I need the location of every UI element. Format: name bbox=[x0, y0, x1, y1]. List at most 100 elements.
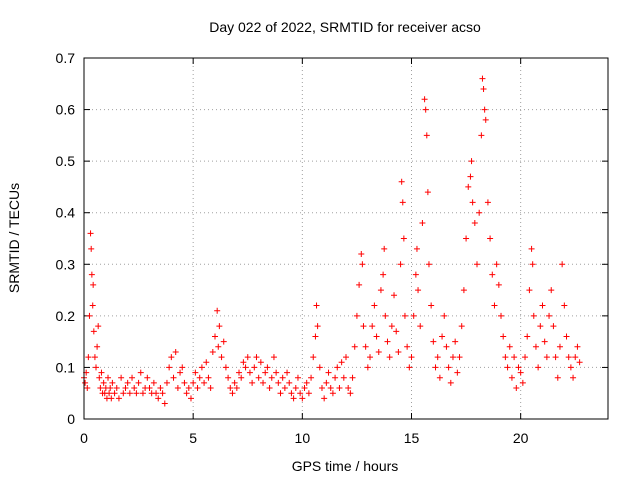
data-point bbox=[506, 343, 513, 350]
data-point bbox=[336, 385, 343, 392]
data-point bbox=[170, 374, 177, 381]
data-point bbox=[404, 343, 411, 350]
data-point bbox=[447, 379, 454, 386]
data-point bbox=[314, 323, 321, 330]
data-point bbox=[270, 354, 277, 361]
data-point bbox=[345, 385, 352, 392]
data-point bbox=[419, 220, 426, 227]
data-point bbox=[88, 271, 95, 278]
data-point bbox=[498, 312, 505, 319]
data-point bbox=[478, 132, 485, 139]
data-point bbox=[381, 245, 388, 252]
data-point bbox=[244, 354, 251, 361]
data-point bbox=[215, 343, 222, 350]
data-point bbox=[90, 281, 97, 288]
data-point bbox=[238, 374, 245, 381]
data-point bbox=[325, 369, 332, 376]
data-point bbox=[441, 312, 448, 319]
data-point bbox=[275, 379, 282, 386]
data-point bbox=[279, 374, 286, 381]
data-point bbox=[526, 287, 533, 294]
plot-frame bbox=[83, 57, 609, 420]
data-point bbox=[391, 292, 398, 299]
data-point bbox=[212, 333, 218, 340]
data-point bbox=[530, 312, 537, 319]
data-point bbox=[277, 390, 284, 397]
data-point bbox=[479, 75, 486, 82]
data-point bbox=[172, 348, 179, 355]
data-point bbox=[487, 235, 494, 242]
data-point bbox=[334, 364, 341, 371]
data-point bbox=[561, 302, 568, 309]
data-point bbox=[439, 333, 446, 340]
data-point bbox=[318, 385, 325, 392]
data-point bbox=[153, 390, 160, 397]
data-point bbox=[168, 354, 175, 361]
data-point bbox=[471, 220, 478, 227]
data-point bbox=[406, 364, 413, 371]
data-point bbox=[436, 374, 443, 381]
data-point bbox=[157, 385, 164, 392]
data-point bbox=[137, 369, 144, 376]
data-point bbox=[400, 235, 407, 242]
data-point bbox=[351, 343, 358, 350]
data-point bbox=[108, 395, 115, 402]
data-point bbox=[97, 385, 104, 392]
data-point bbox=[399, 199, 406, 206]
data-point bbox=[227, 385, 234, 392]
data-point bbox=[82, 379, 89, 386]
data-point bbox=[484, 199, 491, 206]
data-point bbox=[528, 245, 535, 252]
data-point bbox=[294, 374, 301, 381]
data-point bbox=[231, 379, 238, 386]
data-point bbox=[428, 302, 435, 309]
data-point bbox=[546, 312, 553, 319]
data-point bbox=[242, 364, 249, 371]
data-point bbox=[89, 302, 96, 309]
data-point bbox=[159, 390, 166, 397]
data-point bbox=[369, 323, 376, 330]
data-point bbox=[410, 312, 417, 319]
data-point bbox=[476, 209, 483, 216]
data-point bbox=[255, 374, 262, 381]
data-point bbox=[467, 173, 474, 180]
data-point bbox=[122, 385, 129, 392]
data-point bbox=[537, 323, 544, 330]
data-point bbox=[511, 354, 518, 361]
data-point bbox=[482, 116, 489, 123]
data-point bbox=[86, 312, 93, 319]
data-point bbox=[432, 364, 439, 371]
y-tick-label: 0.5 bbox=[56, 153, 76, 169]
data-point bbox=[554, 374, 561, 381]
data-point bbox=[303, 379, 310, 386]
data-point bbox=[281, 385, 288, 392]
data-point bbox=[329, 390, 336, 397]
data-point bbox=[375, 348, 382, 355]
data-point bbox=[338, 359, 345, 366]
data-point bbox=[264, 364, 271, 371]
data-point bbox=[563, 333, 570, 340]
data-point bbox=[539, 302, 546, 309]
data-point bbox=[468, 158, 475, 165]
data-point bbox=[495, 281, 502, 288]
data-point bbox=[96, 374, 103, 381]
data-point bbox=[190, 379, 197, 386]
data-point bbox=[469, 199, 476, 206]
data-point bbox=[552, 354, 559, 361]
data-point bbox=[421, 96, 428, 103]
data-point bbox=[504, 364, 511, 371]
data-point bbox=[225, 374, 232, 381]
data-point bbox=[388, 323, 395, 330]
data-point bbox=[305, 390, 312, 397]
data-point bbox=[535, 364, 542, 371]
data-point bbox=[316, 364, 323, 371]
data-point bbox=[185, 385, 192, 392]
data-point bbox=[266, 385, 273, 392]
data-point bbox=[413, 245, 420, 252]
data-point bbox=[397, 261, 404, 268]
data-point bbox=[150, 379, 157, 386]
data-point bbox=[249, 379, 256, 386]
data-point bbox=[434, 354, 441, 361]
y-tick-label: 0.3 bbox=[56, 256, 76, 272]
data-point bbox=[519, 379, 526, 386]
